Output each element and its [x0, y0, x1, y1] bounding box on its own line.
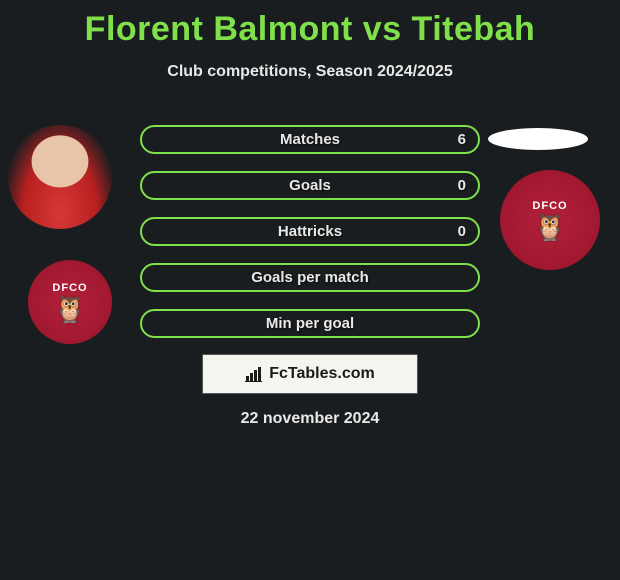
- crest-abbrev: DFCO: [52, 282, 87, 294]
- stat-row-min-per-goal: Min per goal: [140, 309, 480, 338]
- page-title: Florent Balmont vs Titebah: [0, 0, 620, 49]
- stat-label: Goals per match: [251, 269, 369, 286]
- stat-label: Min per goal: [266, 315, 354, 332]
- club-crest-right: DFCO 🦉: [500, 170, 600, 270]
- stat-row-goals-per-match: Goals per match: [140, 263, 480, 292]
- stat-row-goals: Goals 0: [140, 171, 480, 200]
- bar-chart-icon: [245, 366, 265, 382]
- stat-label: Hattricks: [278, 223, 342, 240]
- stat-value-right: 6: [458, 131, 466, 148]
- club-crest-left: DFCO 🦉: [28, 260, 112, 344]
- player-photo-right-placeholder: [488, 128, 588, 150]
- brand-text: FcTables.com: [269, 365, 375, 383]
- stat-row-hattricks: Hattricks 0: [140, 217, 480, 246]
- crest-emblem-icon: 🦉: [54, 296, 86, 322]
- brand-watermark: FcTables.com: [202, 354, 418, 394]
- stats-container: Matches 6 Goals 0 Hattricks 0 Goals per …: [140, 125, 480, 355]
- date-text: 22 november 2024: [0, 410, 620, 428]
- stat-label: Goals: [289, 177, 331, 194]
- stat-value-right: 0: [458, 177, 466, 194]
- stat-label: Matches: [280, 131, 340, 148]
- stat-value-right: 0: [458, 223, 466, 240]
- player-photo-left: [8, 125, 112, 229]
- subtitle: Club competitions, Season 2024/2025: [0, 63, 620, 81]
- stat-row-matches: Matches 6: [140, 125, 480, 154]
- crest-emblem-icon: 🦉: [534, 214, 566, 240]
- crest-abbrev: DFCO: [532, 200, 567, 212]
